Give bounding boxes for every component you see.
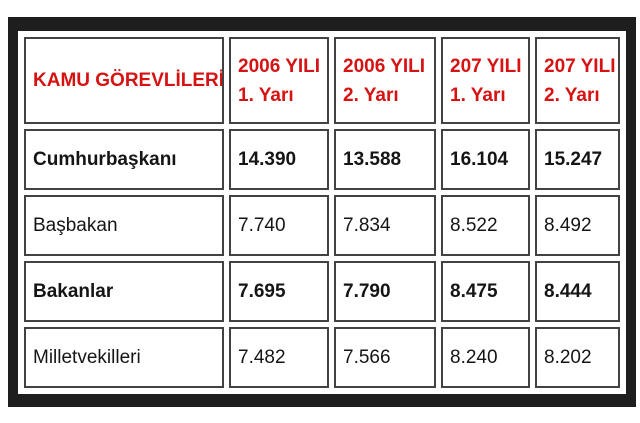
header-line1: 207 YILI bbox=[450, 55, 522, 77]
header-row: KAMU GÖREVLİLERİ 2006 YILI 1. Yarı 2006 … bbox=[24, 37, 620, 124]
row-label: Başbakan bbox=[24, 195, 224, 256]
header-line2: 2. Yarı bbox=[343, 84, 399, 106]
value-cell: 7.834 bbox=[334, 195, 436, 256]
header-cell-207-yari2: 207 YILI 2. Yarı bbox=[535, 37, 620, 124]
salary-table: KAMU GÖREVLİLERİ 2006 YILI 1. Yarı 2006 … bbox=[19, 32, 625, 393]
table-row-milletvekilleri: Milletvekilleri 7.482 7.566 8.240 8.202 bbox=[24, 327, 620, 388]
header-line2: 2. Yarı bbox=[544, 84, 600, 106]
value-cell: 8.475 bbox=[441, 261, 530, 322]
header-line2: 1. Yarı bbox=[238, 84, 294, 106]
value-cell: 8.444 bbox=[535, 261, 620, 322]
value-cell: 7.482 bbox=[229, 327, 329, 388]
header-cell-207-yari1: 207 YILI 1. Yarı bbox=[441, 37, 530, 124]
value-cell: 8.522 bbox=[441, 195, 530, 256]
table-row-basbakan: Başbakan 7.740 7.834 8.522 8.492 bbox=[24, 195, 620, 256]
header-cell-2006-yari2: 2006 YILI 2. Yarı bbox=[334, 37, 436, 124]
header-line1: 207 YILI bbox=[544, 55, 616, 77]
value-cell: 14.390 bbox=[229, 129, 329, 190]
row-label: Cumhurbaşkanı bbox=[24, 129, 224, 190]
row-label: Bakanlar bbox=[24, 261, 224, 322]
value-cell: 15.247 bbox=[535, 129, 620, 190]
header-line1: 2006 YILI bbox=[238, 55, 321, 77]
value-cell: 7.695 bbox=[229, 261, 329, 322]
header-line2: 1. Yarı bbox=[450, 84, 506, 106]
value-cell: 16.104 bbox=[441, 129, 530, 190]
header-cell-2006-yari1: 2006 YILI 1. Yarı bbox=[229, 37, 329, 124]
value-cell: 7.790 bbox=[334, 261, 436, 322]
value-cell: 8.202 bbox=[535, 327, 620, 388]
value-cell: 7.566 bbox=[334, 327, 436, 388]
table-row-bakanlar: Bakanlar 7.695 7.790 8.475 8.444 bbox=[24, 261, 620, 322]
header-line1: 2006 YILI bbox=[343, 55, 426, 77]
value-cell: 13.588 bbox=[334, 129, 436, 190]
value-cell: 7.740 bbox=[229, 195, 329, 256]
salary-table-frame: KAMU GÖREVLİLERİ 2006 YILI 1. Yarı 2006 … bbox=[8, 17, 636, 407]
value-cell: 8.240 bbox=[441, 327, 530, 388]
value-cell: 8.492 bbox=[535, 195, 620, 256]
table-row-cumhurbaskani: Cumhurbaşkanı 14.390 13.588 16.104 15.24… bbox=[24, 129, 620, 190]
header-cell-kamu-gorevlileri: KAMU GÖREVLİLERİ bbox=[24, 37, 224, 124]
row-label: Milletvekilleri bbox=[24, 327, 224, 388]
